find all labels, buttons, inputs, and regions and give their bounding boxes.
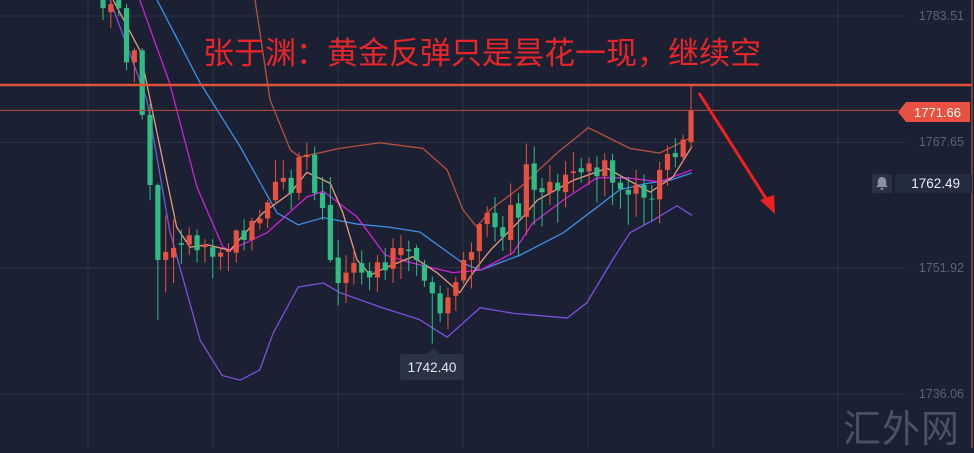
candle-body <box>390 247 396 269</box>
candle-body <box>163 251 169 260</box>
candle-body <box>218 252 224 257</box>
candle-body <box>366 271 373 278</box>
candle-body <box>547 181 553 193</box>
candles <box>100 0 694 344</box>
candle-body <box>139 50 145 115</box>
candle-body <box>170 247 177 258</box>
candle-body <box>633 185 639 194</box>
candle-body <box>500 227 506 237</box>
candle-body <box>688 110 694 142</box>
alert-price-box[interactable]: 1762.49 <box>895 174 972 193</box>
candle-body <box>641 185 647 198</box>
candle-body <box>531 163 537 190</box>
candle-body <box>312 154 318 193</box>
candle-body <box>359 263 365 273</box>
candle-body <box>123 8 130 63</box>
y-tick-label: 1751.92 <box>918 261 964 275</box>
candle-body <box>414 247 420 260</box>
candle-body <box>453 282 459 296</box>
candle-body <box>257 218 263 224</box>
candle-body <box>429 282 435 294</box>
candle-body <box>649 198 655 200</box>
candle-body <box>265 202 271 219</box>
indicator-line <box>254 0 693 229</box>
candle-body <box>280 177 286 182</box>
alert-price: 1762.49 <box>911 176 960 191</box>
bell-icon[interactable] <box>872 174 892 193</box>
indicator-line <box>156 0 692 271</box>
candle-body <box>398 247 404 256</box>
candle-body <box>406 249 412 252</box>
candle-body <box>210 247 216 257</box>
candle-body <box>468 251 475 260</box>
candle-body <box>147 114 153 186</box>
candle-body <box>602 160 608 177</box>
candle-body <box>562 174 569 193</box>
candle-body <box>578 168 584 173</box>
candle-body <box>672 153 678 158</box>
candle-body <box>508 204 514 240</box>
candle-body <box>515 203 522 218</box>
candle-body <box>555 182 561 191</box>
down-arrow-head <box>760 195 775 214</box>
candle-body <box>108 4 114 13</box>
candle-body <box>523 164 529 217</box>
candle-body <box>484 212 490 225</box>
current-price-tag: 1771.66 <box>898 102 970 122</box>
candle-body <box>657 169 663 200</box>
candle-body <box>249 220 255 240</box>
candle-body <box>272 181 279 201</box>
indicator-line <box>109 0 693 381</box>
y-tick-label: 1767.65 <box>918 135 964 149</box>
candle-body <box>594 167 600 177</box>
candle-body <box>586 163 592 172</box>
candle-body <box>382 262 388 271</box>
candle-body <box>194 235 200 251</box>
candle-body <box>241 230 247 240</box>
candle-body <box>100 0 106 9</box>
candle-body <box>233 230 239 253</box>
candle-body <box>680 139 686 158</box>
candle-body <box>335 257 341 284</box>
candle-body <box>327 204 333 260</box>
candle-body <box>570 171 576 174</box>
candle-body <box>155 185 161 260</box>
candle-body <box>610 160 616 183</box>
candle-body <box>445 297 451 314</box>
candle-body <box>202 244 208 248</box>
candle-body <box>319 192 326 209</box>
candle-body <box>476 224 482 252</box>
candle-body <box>131 50 137 63</box>
overlay <box>0 83 972 354</box>
indicator-line <box>139 0 693 274</box>
chart-title: 张于渊：黄金反弹只是昙花一现，继续空 <box>203 36 761 72</box>
y-tick-label: 1783.51 <box>918 9 964 23</box>
candle-body <box>539 188 545 193</box>
candle-body <box>288 177 294 193</box>
low-marker-pointer <box>427 348 440 354</box>
down-arrow-shaft <box>697 92 772 206</box>
candle-body <box>492 212 498 228</box>
candle-body <box>437 293 443 314</box>
candle-body <box>178 243 184 245</box>
y-tick-label: 1736.06 <box>918 387 964 401</box>
low-price-value: 1742.40 <box>407 360 457 375</box>
candle-body <box>296 157 302 193</box>
current-price: 1771.66 <box>914 105 961 120</box>
candle-body <box>625 189 631 195</box>
candle-body <box>116 0 122 9</box>
candle-body <box>186 235 192 245</box>
candle-body <box>617 182 624 189</box>
candle-body <box>304 154 310 158</box>
candle-body <box>374 262 380 278</box>
candle-body <box>461 259 467 281</box>
candle-body <box>664 153 671 170</box>
candle-body <box>343 272 349 284</box>
candle-body <box>351 263 357 273</box>
low-price-label: 1742.40 <box>400 354 464 380</box>
watermark: 汇外网 <box>843 407 961 451</box>
candle-body <box>421 264 428 281</box>
candle-body <box>225 250 232 252</box>
